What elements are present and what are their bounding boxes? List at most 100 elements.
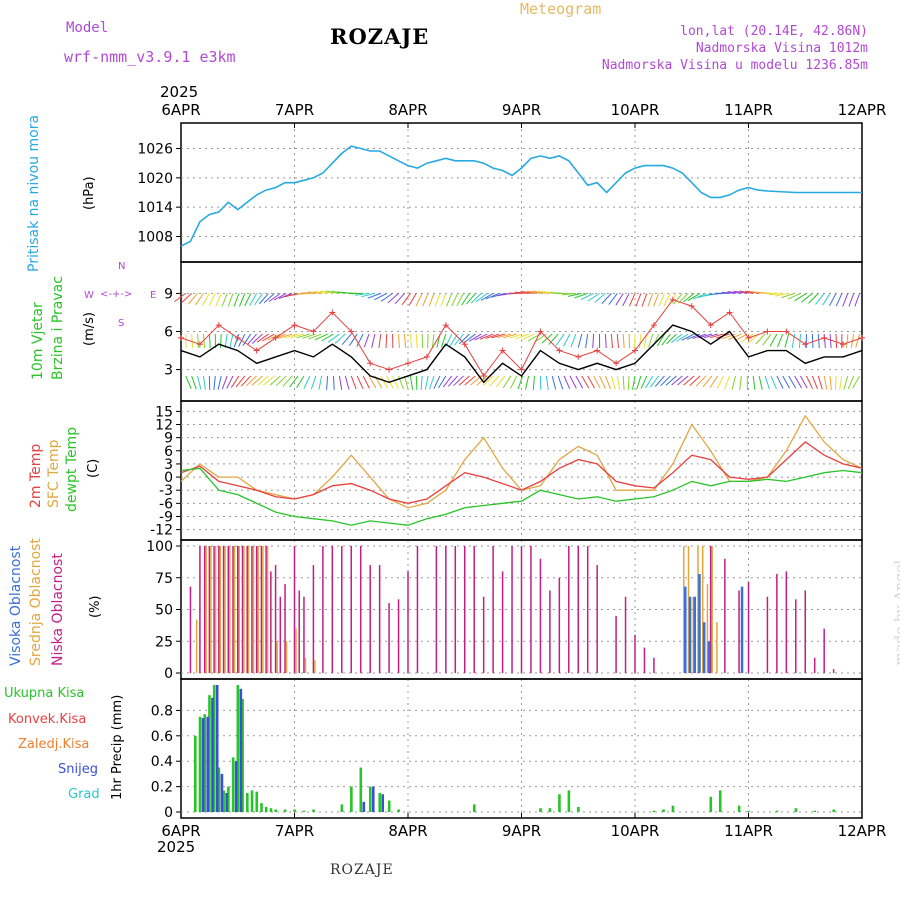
wind-arrow — [532, 375, 536, 390]
total-precip-bar — [662, 809, 665, 812]
total-precip-bar — [274, 809, 277, 812]
wind-arrow — [722, 333, 736, 340]
wind-gust-marker — [178, 334, 184, 341]
wind-arrow — [278, 333, 293, 339]
wind-arrow — [247, 333, 258, 345]
wind-arrow — [710, 333, 724, 339]
wind-arrow — [174, 292, 187, 303]
wind-arrow — [677, 375, 689, 386]
wind-arrow — [278, 292, 293, 299]
y-tick-label: 0 — [164, 805, 173, 821]
wind-arrow — [485, 292, 500, 300]
wind-arrow — [254, 293, 263, 306]
wind-gust-marker — [518, 366, 525, 373]
total-precip-bar — [558, 794, 561, 812]
wind-arrow — [517, 375, 524, 390]
x-tick-bottom: 8APR — [388, 822, 427, 840]
y-tick-label: 0.8 — [151, 703, 173, 719]
wind-gust-marker — [745, 334, 752, 341]
wind-arrow — [520, 290, 535, 294]
x-tick-bottom: 7APR — [275, 822, 314, 840]
year-bottom: 2025 — [157, 838, 196, 856]
wind-arrow — [327, 333, 340, 343]
wind-arrow — [548, 333, 559, 345]
wind-arrow — [249, 293, 258, 306]
wind-arrow — [616, 333, 619, 349]
wind-arrow — [608, 293, 618, 305]
wind-gust-marker — [291, 322, 298, 329]
total-precip-bar — [359, 767, 363, 812]
wind-arrow — [762, 333, 772, 346]
wind-arrow — [628, 293, 636, 307]
y-tick-label: 1020 — [137, 171, 173, 187]
wind-arrow — [348, 333, 358, 346]
wind-arrow — [344, 375, 350, 390]
total-precip-bar — [255, 791, 259, 812]
wind-arrow — [811, 375, 818, 390]
wind-arrow — [202, 375, 206, 390]
wind-gust-marker — [556, 347, 563, 354]
wind-arrow — [398, 334, 400, 349]
wind-arrow — [643, 333, 648, 348]
wind-gust-marker — [707, 322, 714, 329]
wind-gust-marker — [650, 322, 657, 329]
wind-arrow — [180, 293, 192, 304]
wind-arrow — [208, 334, 211, 349]
y-tick-label: 0.4 — [151, 754, 173, 770]
wind-gust-marker — [613, 360, 620, 367]
wind-arrow — [326, 375, 329, 390]
precip-label-hail: Grad — [68, 787, 100, 802]
wind-gust-marker — [840, 341, 847, 348]
wind-arrow — [839, 375, 843, 390]
wind-arrow — [601, 293, 612, 304]
wind-arrow — [497, 333, 511, 339]
temp2m-line — [180, 441, 863, 504]
total-precip-bar — [302, 810, 306, 812]
wind-arrow — [208, 293, 216, 307]
total-precip-bar — [539, 808, 542, 812]
wind-arrow — [521, 333, 535, 341]
wind-arrow — [429, 375, 435, 390]
wind-arrow — [371, 333, 376, 348]
wind-arrow — [855, 333, 861, 348]
dewpt-line — [180, 467, 863, 526]
wind-arrow — [453, 375, 464, 387]
total-precip-bar — [378, 792, 382, 812]
wind-arrow — [394, 293, 405, 305]
wind-arrow — [615, 293, 624, 306]
wind-arrow — [319, 290, 334, 294]
wind-arrow — [191, 334, 194, 349]
wind-arrow — [401, 293, 411, 305]
wind-arrow — [428, 293, 435, 307]
wind-gust-marker — [386, 366, 393, 373]
wind-arrow — [267, 333, 281, 341]
wind-arrow — [764, 375, 770, 390]
total-precip-bar — [217, 767, 221, 812]
wind-arrow — [570, 333, 577, 348]
wind-arrow — [648, 333, 654, 348]
total-precip-bar — [737, 805, 741, 812]
x-tick-top: 6APR — [161, 101, 200, 119]
model-name: wrf-nmm_v3.9.1 e3km — [64, 48, 236, 66]
snow-bar — [225, 792, 228, 812]
wind-arrow — [202, 333, 206, 349]
wind-arrow — [782, 375, 790, 389]
wind-gust-marker — [215, 322, 222, 329]
panel-frame — [180, 678, 863, 819]
y-tick-label: 0 — [164, 666, 173, 682]
wind-arrow — [275, 375, 287, 387]
wind-gust-marker — [367, 360, 374, 367]
wind-arrow — [415, 334, 418, 349]
total-precip-bar — [368, 786, 372, 812]
wind-arrow — [770, 375, 777, 389]
wind-arrow — [475, 292, 488, 303]
wind-arrow — [403, 375, 409, 390]
wind-arrow — [683, 375, 695, 386]
precip-label-snow: Snijeg — [58, 762, 98, 777]
y-tick-label: 0.6 — [151, 729, 173, 745]
wind-arrow — [580, 292, 594, 300]
wind-arrow — [745, 290, 760, 294]
wind-arrow — [835, 334, 838, 349]
cloud-label-mid: Srednja Oblacnost — [28, 538, 44, 666]
wind-arrow — [188, 293, 198, 305]
